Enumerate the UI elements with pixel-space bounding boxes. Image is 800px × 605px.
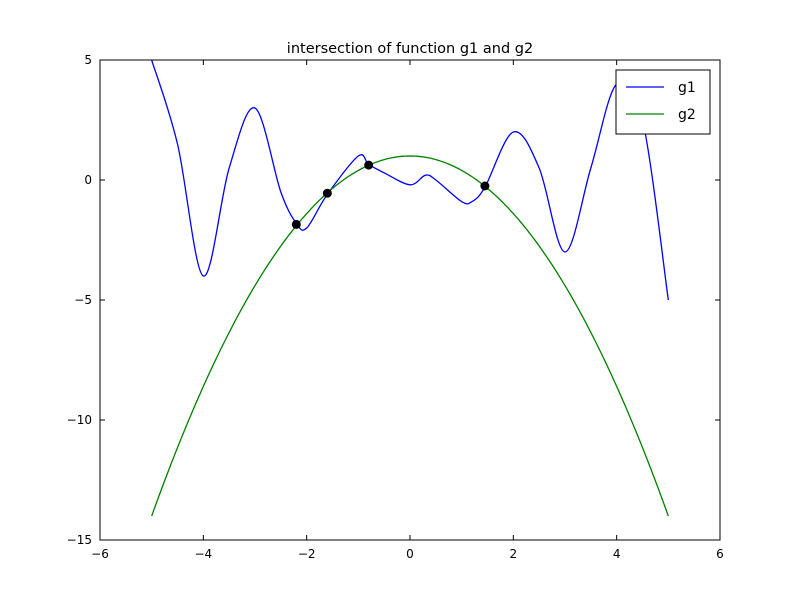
x-tick-label: 4: [613, 547, 621, 561]
intersection-point-1: [291, 219, 301, 229]
x-tick-label: 2: [510, 547, 518, 561]
intersection-point-3: [364, 160, 374, 170]
series-line-g1: [151, 60, 669, 301]
y-tick-label: −15: [67, 533, 92, 547]
x-tick-label: −4: [194, 547, 212, 561]
x-tick-label: 0: [406, 547, 414, 561]
intersection-point-4: [480, 181, 490, 191]
y-tick-label: 0: [84, 173, 92, 187]
y-tick-label: −10: [67, 413, 92, 427]
legend-box: [615, 69, 711, 135]
legend-label-g1: g1: [678, 80, 696, 96]
legend: g1 g2: [615, 69, 711, 135]
axes: −6 −4 −2 0 2 4 6 5 0 −5 −10 −15: [67, 53, 724, 561]
plot-area: [151, 60, 669, 517]
x-tick-label: −6: [91, 547, 109, 561]
x-tick-label: −2: [298, 547, 316, 561]
chart-title: intersection of function g1 and g2: [287, 41, 533, 57]
y-tick-label: −5: [74, 293, 92, 307]
legend-label-g2: g2: [678, 107, 696, 123]
series-line-g2: [151, 155, 669, 517]
intersection-point-2: [322, 188, 332, 198]
y-tick-label: 5: [84, 53, 92, 67]
x-tick-label: 6: [716, 547, 724, 561]
